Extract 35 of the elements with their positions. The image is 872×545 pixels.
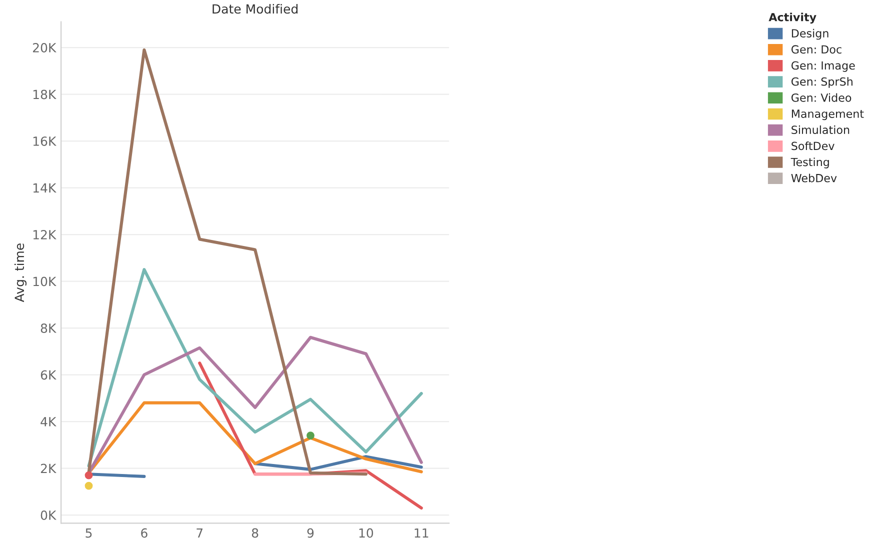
y-tick-label: 4K — [40, 417, 56, 426]
legend-label: Gen: SprSh — [791, 77, 852, 88]
y-tick-label: 10K — [33, 276, 56, 286]
y-tick-label: 8K — [40, 323, 56, 333]
y-tick-label: 16K — [33, 136, 56, 146]
x-tick-label: 11 — [414, 528, 428, 538]
line-series — [87, 268, 423, 468]
legend-label: Gen: Video — [791, 93, 852, 102]
y-tick-label: 12K — [33, 230, 56, 240]
legend-label: Gen: Image — [791, 61, 855, 72]
legend-label: WebDev — [791, 174, 837, 182]
y-tick-label: 20K — [32, 42, 56, 52]
y-tick-label: 14K — [33, 183, 56, 193]
legend-label: Management — [792, 110, 864, 120]
point — [306, 432, 314, 440]
x-tick-label: 9 — [307, 528, 314, 538]
x-tick-label: 10 — [359, 528, 374, 538]
y-tick-label: 0K — [40, 510, 56, 520]
point — [84, 482, 93, 490]
chart-title: Date Modified — [212, 4, 298, 14]
y-tick-label: 6K — [40, 370, 56, 380]
y-tick-label: 18K — [33, 90, 56, 100]
y-axis-title: Avg. time — [14, 243, 27, 302]
legend-label: Simulation — [792, 125, 850, 134]
legend-label: Design — [792, 28, 828, 40]
legend-label: Testing — [790, 158, 829, 168]
legend-label: Gen: Doc — [791, 45, 842, 54]
legend-title: Activity — [768, 12, 816, 24]
y-tick-label: 2K — [40, 464, 56, 474]
legend-label: SoftDev — [792, 142, 834, 150]
point — [84, 471, 93, 480]
x-tick-label: 6 — [141, 528, 148, 538]
x-tick-label: 7 — [196, 528, 203, 538]
x-tick-label: 5 — [86, 528, 92, 538]
x-tick-label: 8 — [252, 528, 258, 538]
